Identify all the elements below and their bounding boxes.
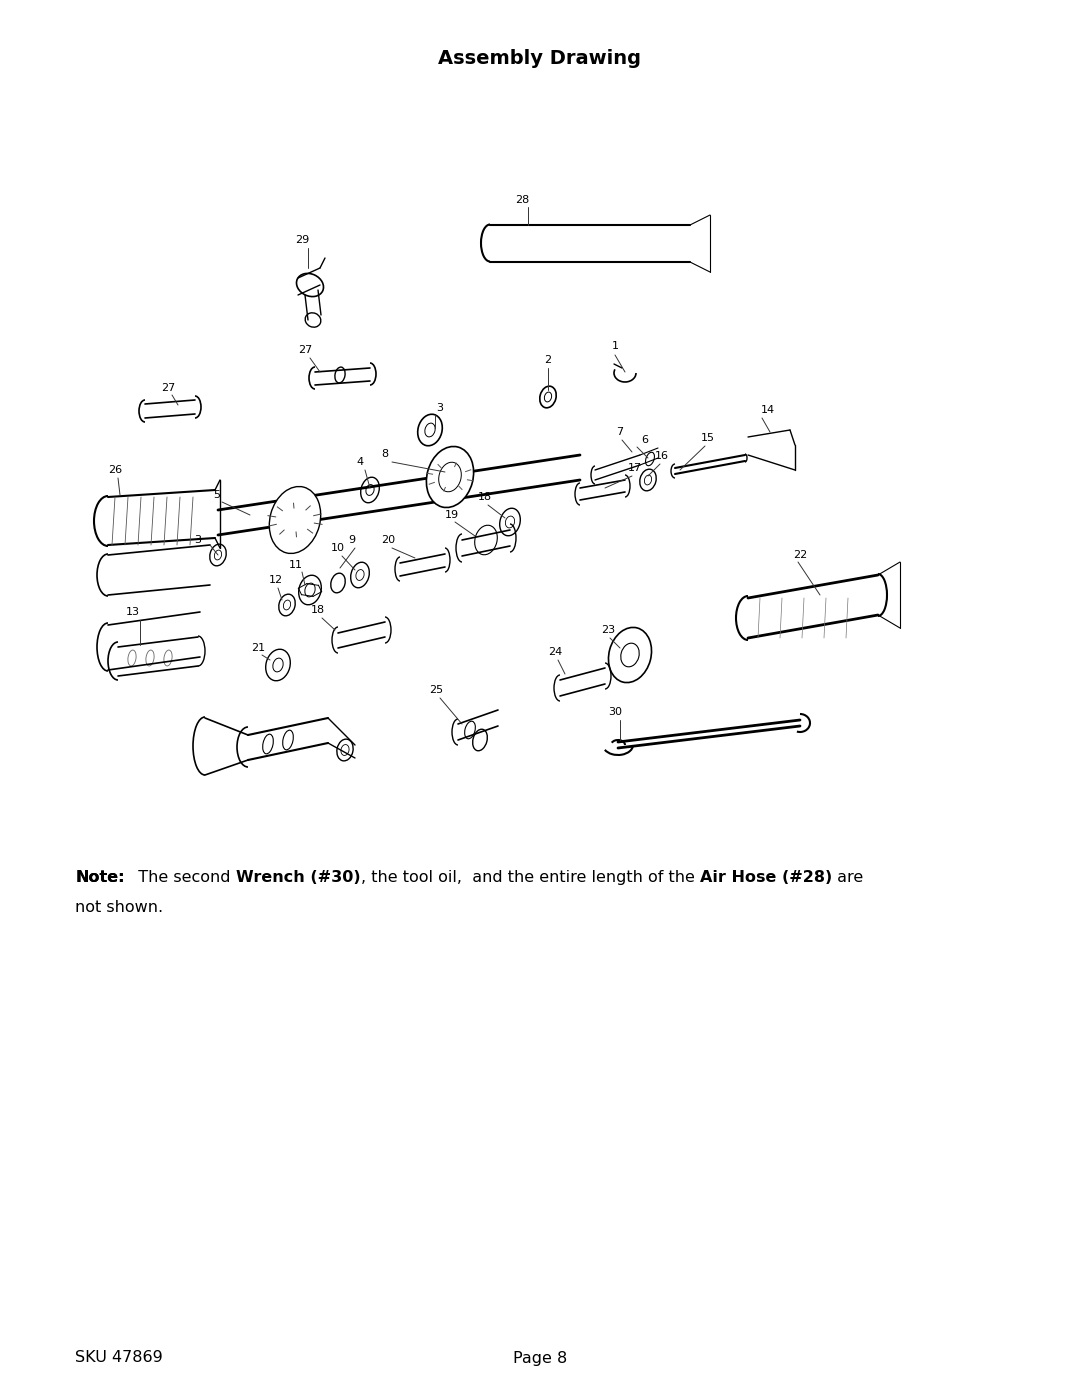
Text: 3: 3 <box>194 535 202 545</box>
Text: 23: 23 <box>600 624 616 636</box>
Text: Note:: Note: <box>75 870 124 886</box>
Text: 25: 25 <box>429 685 443 694</box>
Text: 13: 13 <box>126 608 140 617</box>
Text: 14: 14 <box>761 405 775 415</box>
Text: 11: 11 <box>289 560 303 570</box>
Ellipse shape <box>269 486 321 553</box>
Text: 27: 27 <box>161 383 175 393</box>
Text: 10: 10 <box>330 543 345 553</box>
Text: 7: 7 <box>617 427 623 437</box>
Text: Assembly Drawing: Assembly Drawing <box>438 49 642 67</box>
Text: 4: 4 <box>356 457 364 467</box>
Text: 8: 8 <box>381 448 389 460</box>
Text: The second: The second <box>129 870 237 886</box>
Text: Air Hose (#28): Air Hose (#28) <box>700 870 832 886</box>
Text: 12: 12 <box>269 576 283 585</box>
Text: 29: 29 <box>295 235 309 244</box>
Text: 18: 18 <box>311 605 325 615</box>
Text: 5: 5 <box>214 490 220 500</box>
Text: are: are <box>832 870 863 886</box>
Text: not shown.: not shown. <box>75 900 163 915</box>
Text: Page 8: Page 8 <box>513 1351 567 1365</box>
Text: Wrench (#30): Wrench (#30) <box>237 870 361 886</box>
Text: 6: 6 <box>642 434 648 446</box>
Text: 27: 27 <box>298 345 312 355</box>
Text: 15: 15 <box>701 433 715 443</box>
Text: 3: 3 <box>436 402 444 414</box>
Text: Note:: Note: <box>75 870 124 886</box>
Text: 2: 2 <box>544 355 552 365</box>
Text: 21: 21 <box>251 643 265 652</box>
Text: 26: 26 <box>108 465 122 475</box>
Text: 22: 22 <box>793 550 807 560</box>
Text: , the tool oil,  and the entire length of the: , the tool oil, and the entire length of… <box>361 870 700 886</box>
Text: 19: 19 <box>445 510 459 520</box>
Text: 17: 17 <box>627 462 643 474</box>
Text: 30: 30 <box>608 707 622 717</box>
Text: 18: 18 <box>478 492 492 502</box>
Text: 1: 1 <box>611 341 619 351</box>
Text: 24: 24 <box>548 647 562 657</box>
Text: 16: 16 <box>654 451 669 461</box>
Text: 28: 28 <box>515 196 529 205</box>
Text: 9: 9 <box>349 535 355 545</box>
Text: SKU 47869: SKU 47869 <box>75 1351 163 1365</box>
Text: 20: 20 <box>381 535 395 545</box>
Ellipse shape <box>427 447 474 507</box>
